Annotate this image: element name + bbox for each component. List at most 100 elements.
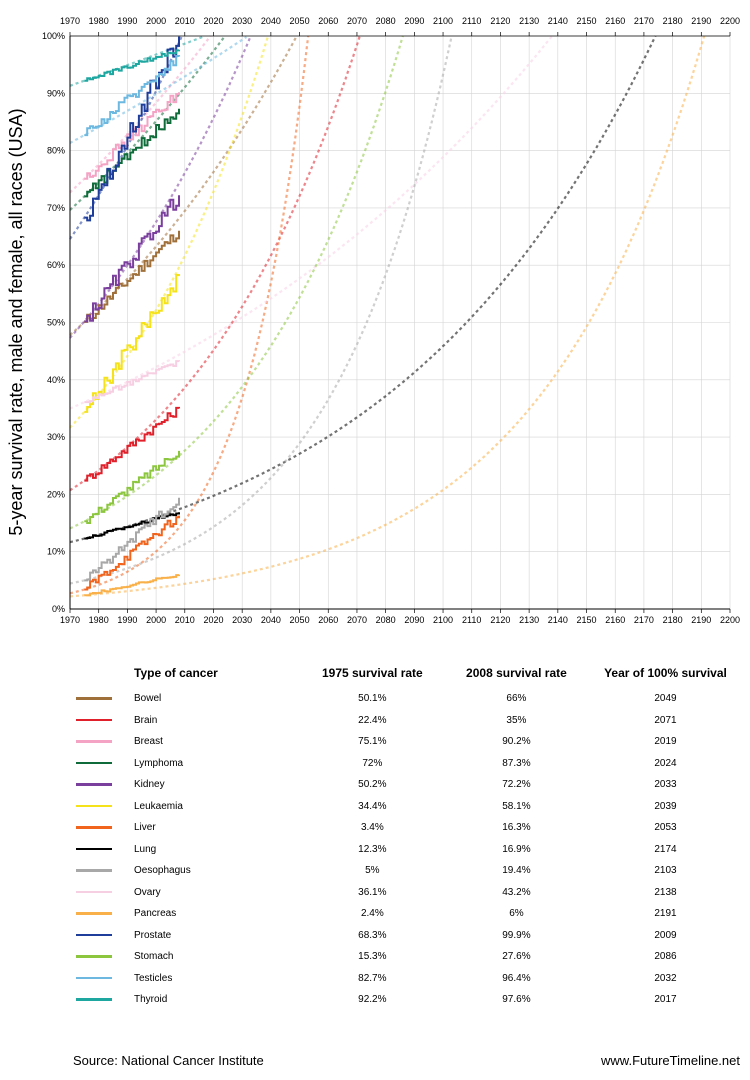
legend-name: Kidney	[134, 779, 165, 791]
legend-name-cell: Ovary	[60, 882, 303, 904]
y-tick-label: 50%	[47, 318, 65, 328]
rate-2008-cell: 16.9%	[502, 843, 531, 855]
rate-1975-cell: 82.7%	[358, 972, 387, 984]
legend-header-row: Type of cancer 1975 survival rate 2008 s…	[60, 666, 740, 688]
x-tick-label-bottom: 1990	[117, 615, 137, 625]
year-100-cell: 2103	[654, 865, 677, 877]
x-tick-label-bottom: 2120	[490, 615, 510, 625]
legend-table: Type of cancer 1975 survival rate 2008 s…	[60, 666, 740, 1011]
legend-swatch	[76, 804, 112, 808]
header-1975: 1975 survival rate	[321, 666, 423, 680]
data-line-breast	[84, 92, 180, 180]
x-tick-label-top: 2070	[347, 16, 367, 26]
x-tick-label-top: 2140	[548, 16, 568, 26]
year-100-cell: 2138	[654, 886, 677, 898]
trend-line-leukaemia	[69, 35, 270, 429]
legend-name: Ovary	[134, 886, 161, 898]
legend-name: Brain	[134, 714, 158, 726]
year-100-cell: 2009	[654, 929, 677, 941]
site-url: www.FutureTimeline.net	[601, 1053, 740, 1068]
legend-name-cell: Brain	[60, 710, 303, 732]
x-tick-label-top: 2160	[605, 16, 625, 26]
rate-1975-cell: 15.3%	[358, 951, 387, 963]
rate-2008-cell: 87.3%	[502, 757, 531, 769]
legend-row: Bowel 50.1% 66% 2049	[60, 688, 740, 710]
trend-line-pancreas	[69, 35, 706, 598]
header-2008: 2008 survival rate	[466, 666, 567, 680]
legend-swatch	[76, 826, 112, 829]
legend-name-cell: Oesophagus	[60, 860, 303, 882]
y-axis-label: 5-year survival rate, male and female, a…	[6, 108, 26, 535]
y-tick-label: 0%	[52, 604, 65, 614]
rate-1975-cell: 68.3%	[358, 929, 387, 941]
x-tick-label-top: 2190	[691, 16, 711, 26]
legend-name: Oesophagus	[134, 865, 191, 877]
data-line-liver	[84, 515, 180, 591]
x-tick-label-top: 2010	[175, 16, 195, 26]
chart-grid	[69, 35, 731, 610]
x-tick-label-bottom: 2170	[634, 615, 654, 625]
x-tick-label-bottom: 2010	[175, 615, 195, 625]
data-line-testicles	[84, 55, 180, 137]
rate-2008-cell: 72.2%	[502, 779, 531, 791]
legend-swatch	[76, 783, 112, 786]
legend-name-cell: Liver	[60, 817, 303, 839]
x-tick-label-bottom: 2150	[577, 615, 597, 625]
x-tick-label-bottom: 2140	[548, 615, 568, 625]
trend-line-bowel	[69, 35, 298, 336]
year-100-cell: 2174	[654, 843, 677, 855]
trend-line-breast	[69, 35, 212, 194]
legend-name: Bowel	[134, 693, 162, 705]
year-100-cell: 2039	[654, 800, 677, 812]
legend-row: Liver 3.4% 16.3% 2053	[60, 817, 740, 839]
trend-line-ovary	[69, 35, 553, 410]
rate-1975-cell: 92.2%	[358, 994, 387, 1006]
x-tick-label-top: 2050	[290, 16, 310, 26]
legend-name: Pancreas	[134, 908, 177, 920]
legend-row: Testicles 82.7% 96.4% 2032	[60, 968, 740, 990]
legend-swatch	[76, 890, 112, 894]
legend-name-cell: Thyroid	[60, 989, 303, 1011]
legend-name-cell: Prostate	[60, 925, 303, 947]
rate-2008-cell: 99.9%	[502, 929, 531, 941]
x-tick-label-top: 2020	[203, 16, 223, 26]
rate-1975-cell: 34.4%	[358, 800, 387, 812]
y-tick-label: 20%	[47, 489, 65, 499]
legend-name: Liver	[134, 822, 156, 834]
legend-name: Leukaemia	[134, 800, 183, 812]
legend-name-cell: Lung	[60, 839, 303, 861]
y-tick-label: 10%	[47, 547, 65, 557]
legend-name: Stomach	[134, 951, 174, 963]
x-tick-label-bottom: 2020	[203, 615, 223, 625]
rate-2008-cell: 66%	[506, 693, 527, 705]
legend-name-cell: Breast	[60, 731, 303, 753]
trend-line-lung	[69, 35, 657, 544]
x-tick-label-top: 2100	[433, 16, 453, 26]
legend-row: Kidney 50.2% 72.2% 2033	[60, 774, 740, 796]
legend-row: Oesophagus 5% 19.4% 2103	[60, 860, 740, 882]
x-tick-label-top: 1970	[60, 16, 80, 26]
year-100-cell: 2019	[654, 736, 677, 748]
rate-1975-cell: 22.4%	[358, 714, 387, 726]
chart-axes: 1970 1970 1980 1980 1990 1990 2000 2000 2010 2010…	[42, 16, 740, 625]
trend-line-lymphoma	[69, 35, 226, 211]
legend-swatch	[76, 718, 112, 722]
year-100-cell: 2049	[654, 693, 677, 705]
legend-name-cell: Stomach	[60, 946, 303, 968]
legend-name-cell: Leukaemia	[60, 796, 303, 818]
rate-1975-cell: 5%	[365, 865, 380, 877]
x-tick-label-top: 2000	[146, 16, 166, 26]
y-tick-label: 80%	[47, 146, 65, 156]
rate-1975-cell: 3.4%	[360, 822, 384, 834]
year-100-cell: 2053	[654, 822, 677, 834]
legend-name-cell: Kidney	[60, 774, 303, 796]
x-tick-label-bottom: 2050	[290, 615, 310, 625]
trend-line-liver	[69, 35, 310, 595]
x-tick-label-top: 2180	[663, 16, 683, 26]
trend-line-oesophagus	[69, 35, 453, 585]
trend-line-kidney	[69, 35, 252, 339]
y-tick-label: 30%	[47, 432, 65, 442]
legend-swatch	[76, 912, 112, 915]
legend-swatch	[76, 933, 112, 937]
legend-name: Lymphoma	[134, 757, 184, 769]
